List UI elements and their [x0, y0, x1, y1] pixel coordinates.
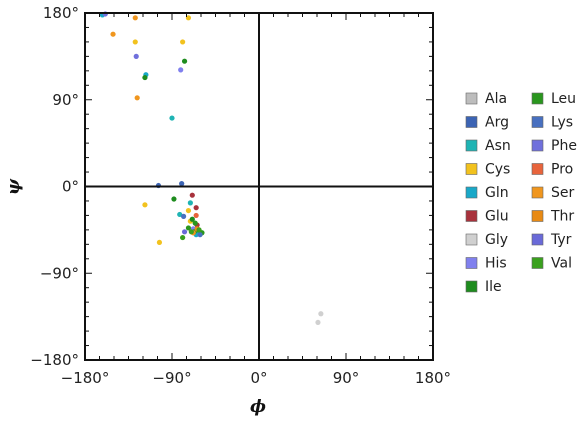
data-point-pro [193, 212, 199, 219]
data-point-asn [187, 200, 193, 206]
legend-swatch-asn [465, 139, 478, 152]
data-point-lys [181, 213, 187, 219]
data-point-lys [197, 232, 203, 238]
legend-label-glu: Glu [485, 209, 509, 225]
y-tick-label: −180° [30, 351, 79, 369]
x-tick-label: 0° [250, 369, 267, 387]
data-point-tyr [181, 229, 188, 235]
legend-swatch-ala [465, 92, 478, 105]
data-point-asn [169, 115, 175, 121]
data-point-gly [315, 319, 321, 326]
legend-swatch-phe [531, 139, 544, 152]
legend-swatch-pro [531, 163, 544, 175]
data-point-ile [181, 58, 188, 64]
legend-label-phe: Phe [551, 138, 577, 154]
y-tick-label: 180° [43, 4, 79, 22]
legend-label-cys: Cys [485, 162, 510, 178]
legend-label-arg: Arg [485, 115, 509, 131]
data-point-arg [179, 181, 185, 187]
y-axis-title: ψ [4, 178, 24, 195]
legend-label-ile: Ile [485, 279, 502, 295]
data-point-ile [142, 74, 148, 81]
data-point-glu [193, 205, 199, 211]
legend-label-ser: Ser [551, 185, 575, 201]
legend-label-pro: Pro [551, 162, 573, 178]
legend-label-asn: Asn [485, 138, 511, 154]
data-point-ser [134, 95, 140, 101]
data-point-his [178, 67, 184, 73]
legend-swatch-arg [465, 116, 478, 128]
legend-swatch-gly [465, 233, 478, 246]
legend-swatch-leu [531, 92, 544, 105]
y-tick-label: 90° [52, 91, 79, 109]
data-point-ile [171, 196, 177, 202]
x-tick-label: 180° [415, 369, 451, 387]
data-point-val [180, 234, 186, 241]
data-point-cys [132, 39, 138, 45]
data-point-phe [133, 53, 139, 59]
axes: −180° −90° 0° 90° 180° −180° −90° 0° 90° 180° [30, 4, 451, 387]
data-point-asn [177, 211, 183, 218]
legend-swatch-tyr [531, 233, 544, 246]
legend: Ala Arg Asn Cys Gln Glu Gly His Ile Leu Lys Phe Pro S… [465, 91, 577, 295]
legend-swatch-his [465, 257, 478, 269]
data-point-cys [185, 15, 192, 21]
legend-swatch-glu [465, 210, 478, 222]
legend-label-thr: Thr [550, 209, 574, 225]
legend-swatch-thr [531, 210, 544, 222]
y-tick-label: 0° [62, 178, 79, 196]
legend-label-tyr: Tyr [550, 232, 572, 248]
data-point-cys [142, 202, 148, 208]
x-tick-label: −90° [152, 369, 191, 387]
data-point-ile [189, 216, 195, 222]
data-point-glu [189, 192, 195, 198]
legend-swatch-cys [465, 163, 478, 175]
legend-label-val: Val [551, 256, 572, 272]
legend-label-his: His [485, 256, 507, 272]
legend-label-gln: Gln [485, 185, 509, 201]
data-point-cys [185, 207, 192, 214]
y-tick-label: −90° [40, 264, 79, 282]
legend-swatch-ile [465, 280, 478, 293]
legend-label-gly: Gly [485, 232, 508, 248]
x-axis-title: ϕ [250, 397, 266, 417]
plot-area [99, 11, 324, 326]
data-point-gly [318, 311, 324, 317]
legend-swatch-ser [531, 186, 544, 199]
x-tick-label: −180° [61, 369, 110, 387]
data-point-ser [132, 15, 138, 21]
data-point-leu [192, 220, 198, 226]
data-point-ser [110, 31, 116, 37]
x-tick-label: 90° [333, 369, 360, 387]
data-point-val [188, 229, 194, 235]
legend-swatch-gln [465, 186, 478, 199]
data-point-cys [156, 239, 163, 246]
legend-label-leu: Leu [551, 91, 576, 107]
legend-swatch-val [531, 257, 544, 269]
legend-label-ala: Ala [485, 91, 507, 107]
legend-label-lys: Lys [551, 115, 573, 131]
data-point-leu [185, 225, 192, 231]
legend-swatch-lys [531, 116, 544, 128]
data-point-cys [180, 39, 186, 45]
data-point-val [196, 227, 202, 233]
